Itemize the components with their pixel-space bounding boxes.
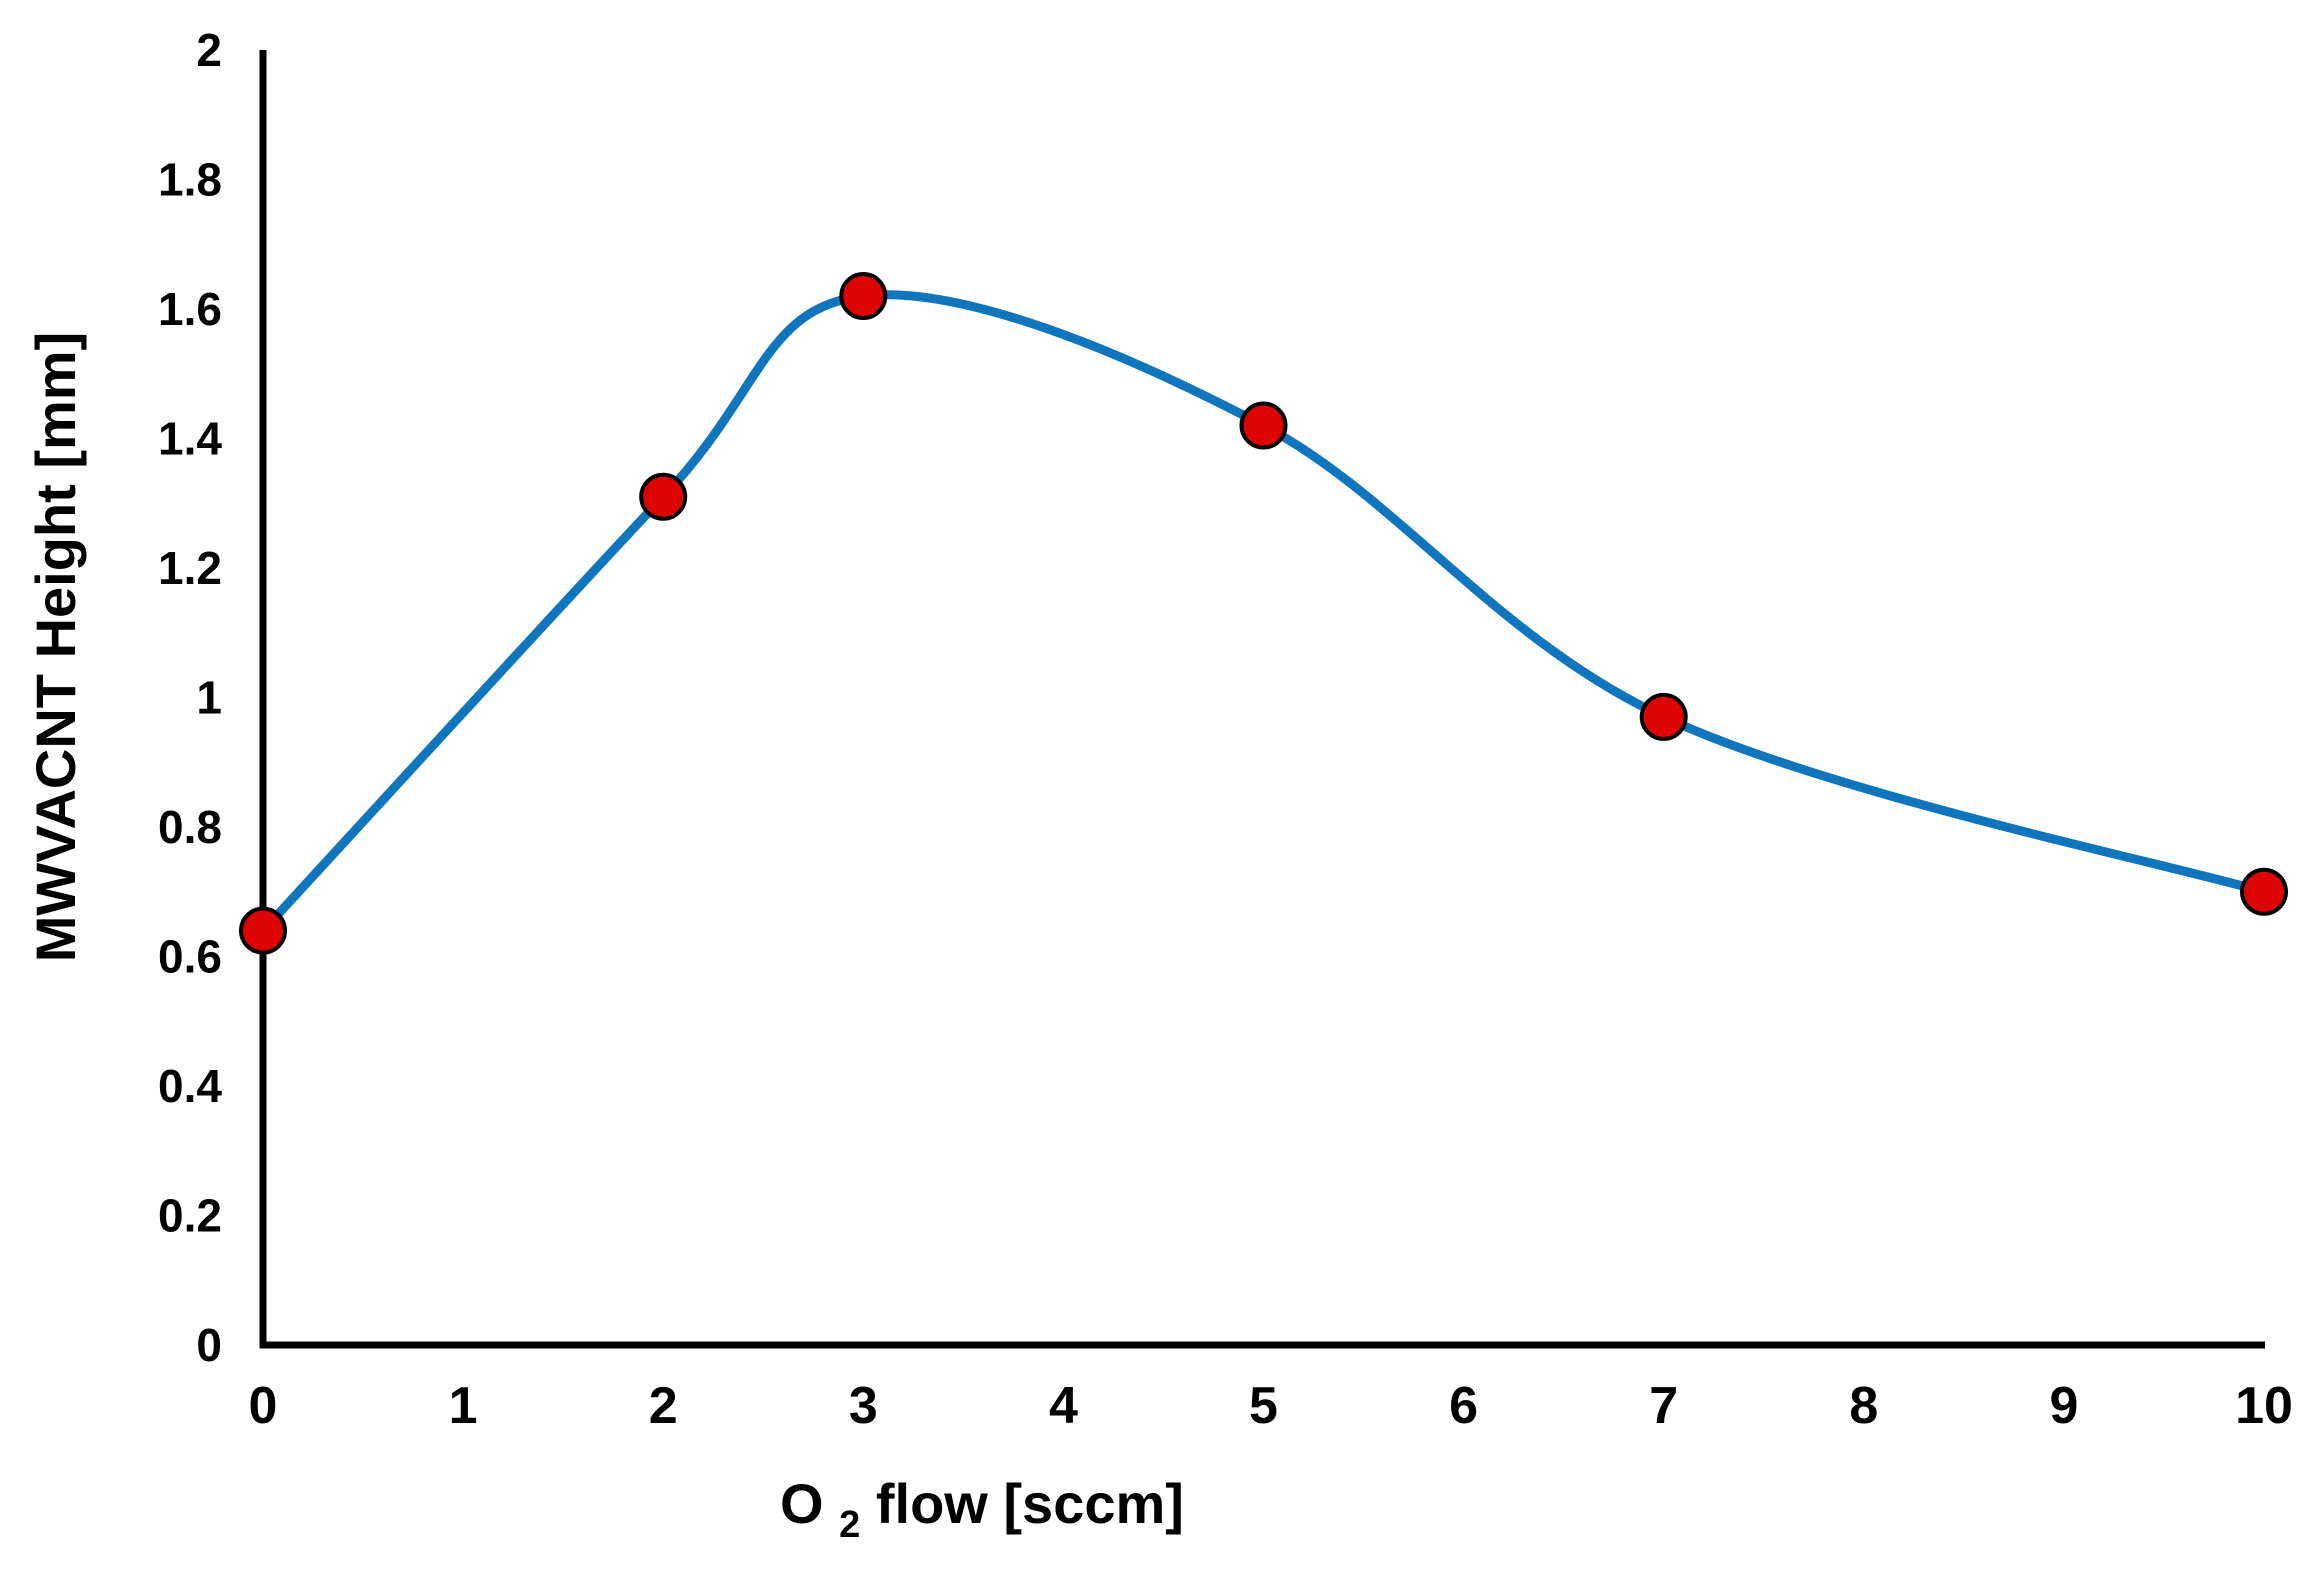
data-point-markers	[239, 272, 2288, 955]
x-axis-title-rest: flow [sccm]	[876, 1472, 1184, 1535]
trend-line	[258, 290, 2269, 936]
y-tick-label: 0.2	[158, 1190, 222, 1242]
data-point-marker-x0	[239, 906, 287, 955]
x-tick-label: 0	[249, 1377, 278, 1435]
x-axis-tick-labels: 0 1 2 3 4 5 6 7 8 9 10	[249, 1377, 2293, 1435]
x-tick-label: 1	[449, 1377, 478, 1435]
x-tick-label: 4	[1049, 1377, 1078, 1435]
y-tick-label: 0	[196, 1319, 222, 1371]
y-tick-label: 1.2	[158, 542, 222, 594]
x-axis-title-subscript: 2	[839, 1504, 860, 1546]
data-point-marker-x5	[1239, 401, 1288, 450]
y-tick-label: 1.6	[158, 283, 222, 335]
y-tick-label: 1	[196, 672, 222, 724]
data-point-marker-x7	[1639, 692, 1688, 741]
y-tick-label: 1.8	[158, 154, 222, 206]
y-tick-label: 1.4	[158, 413, 222, 465]
x-tick-label: 10	[2235, 1377, 2293, 1435]
x-axis-title-main: O	[780, 1472, 824, 1535]
data-point-marker-x3	[839, 272, 888, 321]
data-point-marker-x10	[2240, 867, 2288, 916]
x-tick-label: 8	[1849, 1377, 1878, 1435]
x-tick-label: 6	[1449, 1377, 1478, 1435]
x-tick-label: 5	[1249, 1377, 1278, 1435]
x-tick-label: 3	[849, 1377, 878, 1435]
x-tick-label: 9	[2049, 1377, 2078, 1435]
y-tick-label: 0.6	[158, 931, 222, 983]
x-axis-title: O 2 flow [sccm]	[780, 1472, 1184, 1549]
y-tick-label: 0.4	[158, 1060, 222, 1112]
y-axis-tick-labels: 0 0.2 0.4 0.6 0.8 1 1.2 1.4 1.6 1.8 2	[158, 24, 222, 1371]
y-tick-label: 0.8	[158, 801, 222, 853]
x-tick-label: 7	[1649, 1377, 1678, 1435]
y-tick-label: 2	[196, 24, 222, 76]
y-axis-title: MWVACNT Height [mm]	[24, 332, 87, 962]
data-point-marker-x2	[639, 472, 688, 521]
x-tick-label: 2	[649, 1377, 678, 1435]
